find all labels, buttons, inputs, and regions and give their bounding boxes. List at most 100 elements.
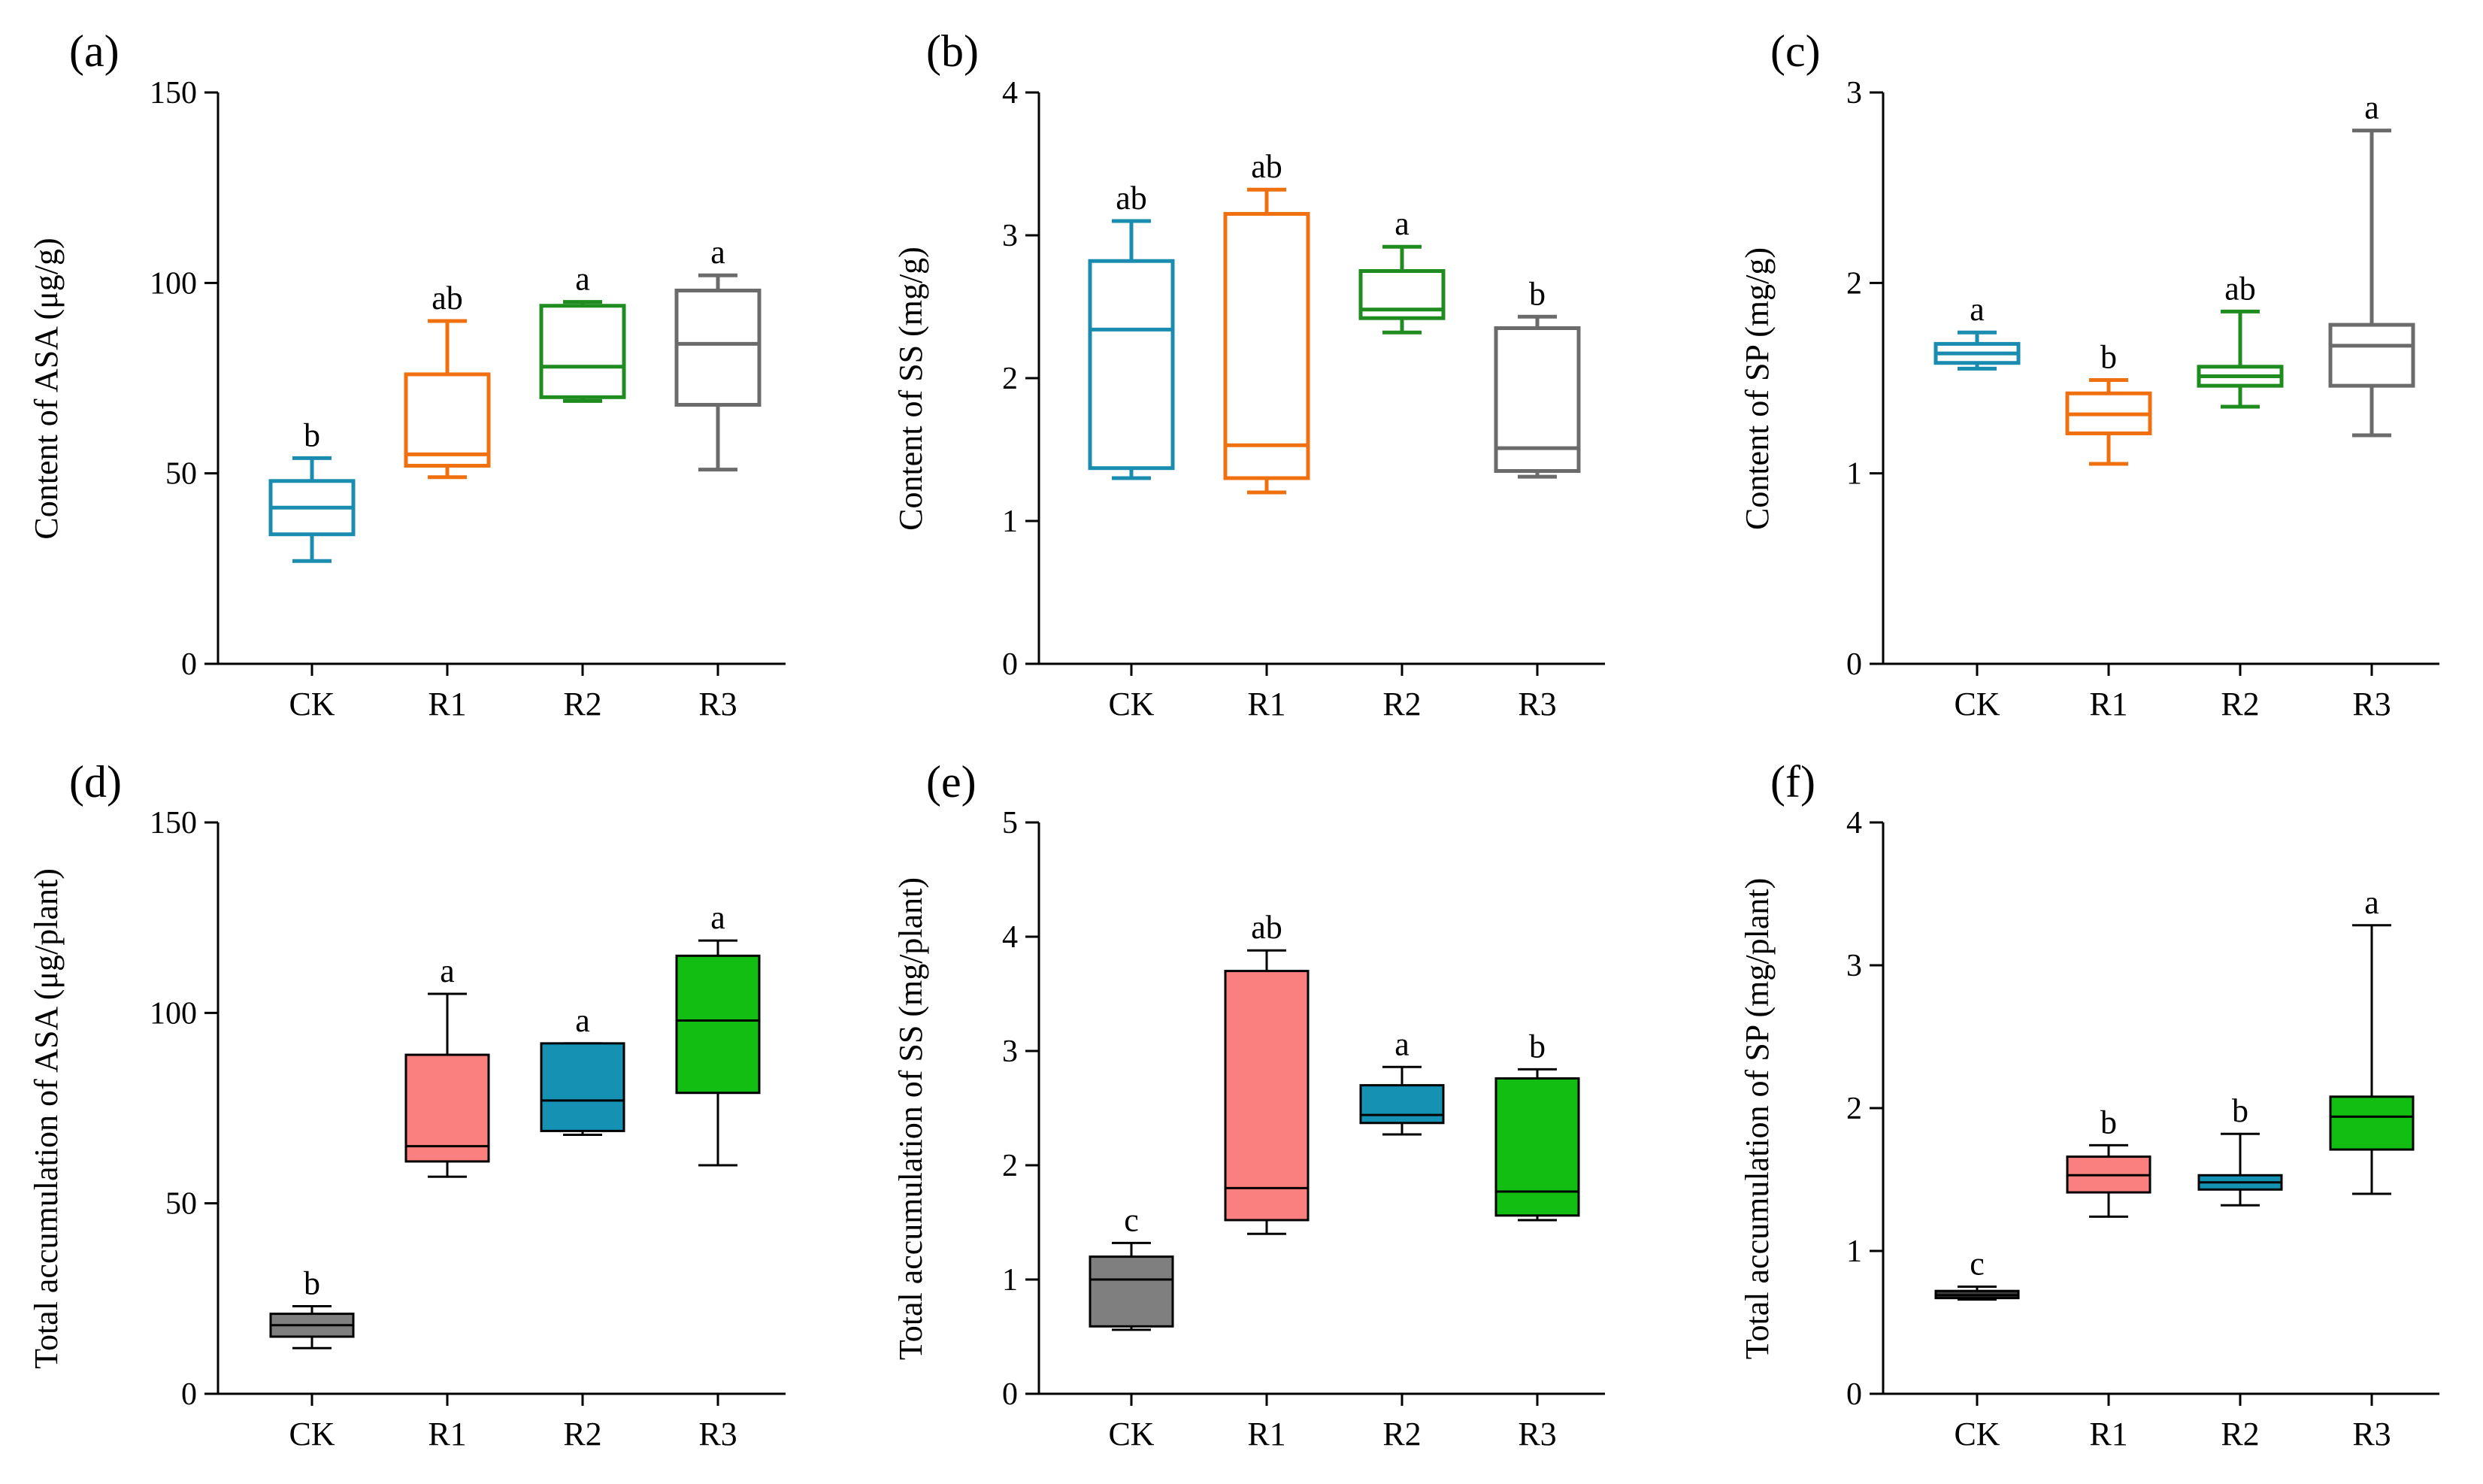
iqr-box (2328, 323, 2415, 388)
box-r1: ab (1223, 148, 1310, 495)
significance-label: ab (1251, 909, 1282, 946)
significance-label: ab (2224, 270, 2256, 307)
significance-label: b (1529, 275, 1546, 312)
significance-label: b (2100, 339, 2117, 376)
y-tick-label: 0 (1846, 1377, 1862, 1412)
iqr-box (2329, 1095, 2415, 1151)
x-tick-label: R3 (2352, 1416, 2391, 1452)
box-r2: ab (2197, 270, 2284, 409)
y-tick-label: 50 (165, 457, 197, 492)
significance-label: a (1970, 291, 1985, 328)
y-tick-label: 2 (1002, 362, 1018, 396)
y-tick-label: 1 (1846, 1234, 1862, 1269)
y-axis-title: Total accumulation of SP (mg/plant) (1739, 878, 1776, 1360)
x-tick-label: R1 (428, 1416, 466, 1452)
y-axis-title: Content of SS (mg/g) (892, 247, 929, 531)
significance-label: ab (1251, 148, 1282, 185)
y-tick-label: 5 (1002, 806, 1018, 840)
box-r2: a (1358, 205, 1446, 335)
significance-label: ab (431, 280, 463, 316)
box-r1: ab (1224, 909, 1310, 1235)
y-tick-label: 0 (1846, 647, 1862, 682)
x-tick-label: R1 (1247, 1416, 1285, 1452)
x-tick-label: R3 (1518, 686, 1556, 722)
box-ck: ab (1088, 180, 1175, 480)
x-tick-label: R1 (2089, 1416, 2127, 1452)
x-tick-label: R1 (1247, 686, 1285, 722)
y-tick-label: 3 (1002, 1034, 1018, 1069)
chart-panel-2: (b) 0 1 2 3 4 Content of SS (mg/g) CK ab R1 ab R2 a R… (892, 26, 1605, 722)
box-r2: a (539, 261, 626, 403)
iqr-box (404, 1053, 490, 1163)
significance-label: b (2100, 1104, 2117, 1140)
chart-panel-3: (c) 0 1 2 3 Content of SP (mg/g) CK a R1 b R2 ab R3 a (1739, 26, 2439, 722)
iqr-box (1494, 326, 1581, 473)
box-r3: a (2329, 884, 2415, 1195)
box-r3: a (674, 234, 762, 472)
panel-label: (a) (69, 26, 120, 76)
panel-label: (e) (926, 757, 977, 807)
iqr-box (1494, 1077, 1580, 1217)
x-tick-label: R2 (563, 686, 601, 722)
chart-panel-6: (f) 0 1 2 3 4 Total accumulation of SP (mg/pla… (1739, 757, 2439, 1452)
x-tick-label: CK (1108, 1416, 1154, 1452)
y-tick-label: 2 (1846, 266, 1862, 301)
x-tick-label: R3 (2352, 686, 2391, 722)
significance-label: b (2232, 1092, 2248, 1129)
x-tick-label: R2 (2221, 686, 2259, 722)
y-tick-label: 0 (1002, 1377, 1018, 1412)
y-tick-label: 1 (1002, 504, 1018, 539)
x-tick-label: R2 (2221, 1416, 2259, 1452)
x-tick-label: R3 (698, 686, 737, 722)
significance-label: b (1529, 1028, 1546, 1065)
x-tick-label: R3 (1518, 1416, 1556, 1452)
y-axis-title: Content of ASA (μg/g) (28, 238, 65, 539)
significance-label: a (2364, 89, 2379, 126)
x-tick-label: R2 (1382, 686, 1421, 722)
x-tick-label: R2 (563, 1416, 601, 1452)
panel-label: (b) (926, 26, 979, 76)
box-r3: b (1494, 275, 1581, 479)
significance-label: ab (1116, 180, 1147, 217)
panel-label: (f) (1770, 757, 1815, 807)
box-ck: c (1934, 1246, 2020, 1301)
y-tick-label: 3 (1846, 949, 1862, 983)
iqr-box (404, 372, 491, 468)
y-tick-label: 0 (181, 1377, 197, 1412)
significance-label: a (1394, 1025, 1410, 1062)
iqr-box (540, 1042, 625, 1132)
y-tick-label: 3 (1002, 219, 1018, 253)
y-tick-label: 0 (181, 647, 197, 682)
y-tick-label: 3 (1846, 76, 1862, 111)
box-ck: b (268, 416, 356, 563)
significance-label: b (304, 416, 320, 453)
x-tick-label: R3 (698, 1416, 737, 1452)
y-tick-label: 2 (1846, 1092, 1862, 1126)
y-tick-label: 1 (1002, 1263, 1018, 1298)
box-r1: a (404, 952, 490, 1178)
significance-label: a (1394, 205, 1410, 242)
significance-label: a (710, 899, 725, 936)
box-ck: a (1933, 291, 2021, 371)
significance-label: a (440, 952, 455, 989)
panel-label: (c) (1770, 26, 1821, 76)
iqr-box (1224, 970, 1310, 1222)
box-r3: b (1494, 1028, 1580, 1222)
panel-label: (d) (69, 757, 122, 807)
box-r3: a (675, 899, 761, 1167)
iqr-box (1089, 1255, 1174, 1328)
iqr-box (1358, 269, 1446, 320)
x-tick-label: R2 (1382, 1416, 1421, 1452)
y-tick-label: 100 (150, 996, 197, 1031)
box-r1: b (2065, 339, 2152, 466)
chart-panel-1: (a) 0 50 100 150 Content of ASA (μg/g) CK b R1 ab… (28, 26, 786, 722)
box-r2: a (540, 1002, 625, 1136)
x-tick-label: CK (1954, 686, 2000, 722)
significance-label: c (1124, 1201, 1139, 1238)
chart-panel-5: (e) 0 1 2 3 4 5 Total accumulation of SS (mg/pl… (892, 757, 1605, 1452)
x-tick-label: CK (1108, 686, 1154, 722)
iqr-box (1088, 259, 1175, 471)
iqr-box (539, 304, 626, 399)
significance-label: a (2364, 884, 2379, 921)
